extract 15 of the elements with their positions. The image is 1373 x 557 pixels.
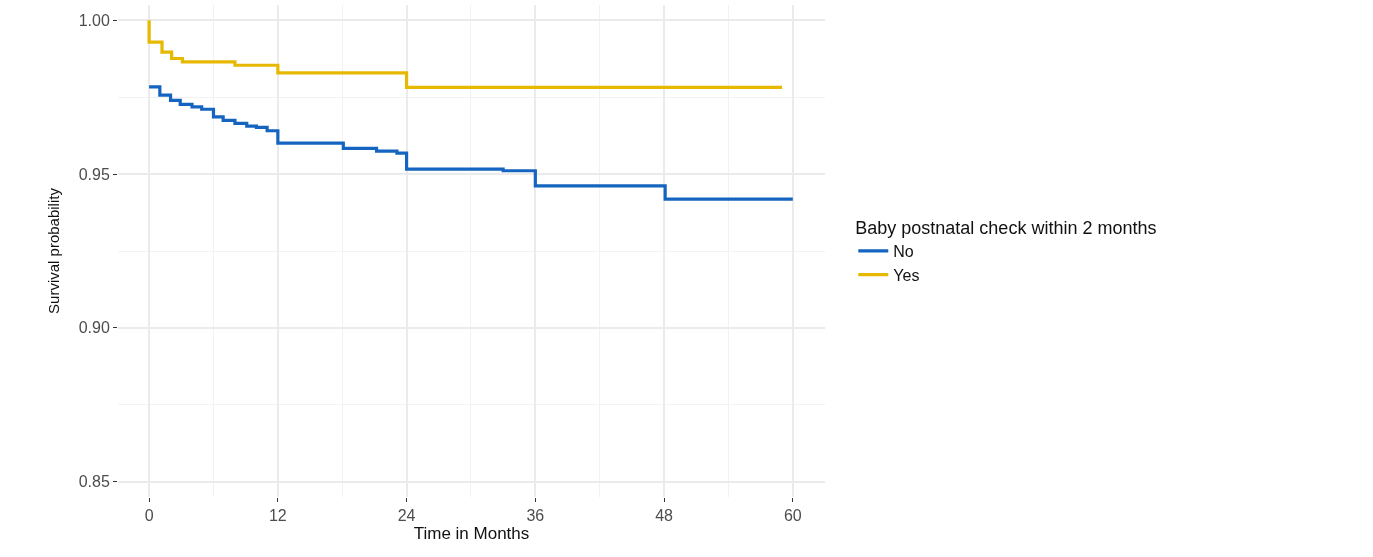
x-tick-label: 0 [144,507,154,525]
y-tick-label: 1.00 [78,11,110,29]
y-tick-label: 0.95 [78,165,110,183]
x-axis-title: Time in Months [413,524,530,544]
x-tick-label: 36 [526,507,545,525]
x-tick-label: 48 [655,507,674,525]
legend-label: Yes [893,266,920,284]
y-tick-label: 0.90 [78,319,110,337]
legend-label: No [893,243,914,261]
x-tick-label: 12 [268,507,287,525]
x-tick-label: 60 [783,507,802,525]
legend-title: Baby postnatal check within 2 months [855,217,1157,238]
y-axis-title: Survival probability [44,187,62,314]
y-tick-label: 0.85 [78,473,110,491]
x-tick-label: 24 [397,507,416,525]
